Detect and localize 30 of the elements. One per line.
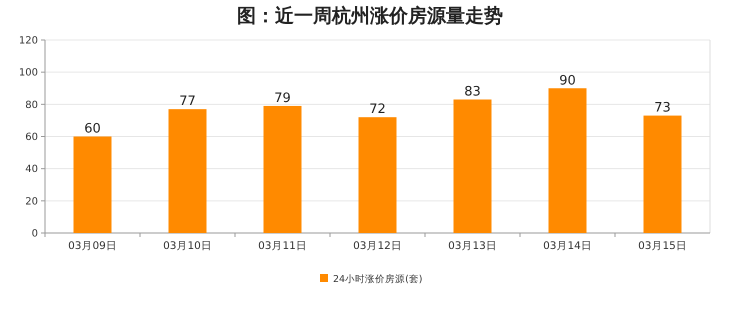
x-tick-label: 03月11日 — [258, 240, 307, 252]
y-tick-label: 0 — [32, 228, 38, 240]
data-label: 79 — [274, 90, 291, 106]
data-label: 60 — [84, 122, 101, 136]
chart-title: 图：近一周杭州涨价房源量走势 — [237, 5, 503, 27]
y-tick-label: 40 — [25, 164, 38, 176]
bar — [74, 136, 112, 233]
data-label: 77 — [179, 94, 196, 110]
x-tick-label: 03月15日 — [638, 240, 687, 252]
x-tick-label: 03月13日 — [448, 240, 497, 252]
x-tick-label: 03月10日 — [163, 240, 212, 252]
x-tick-label: 03月14日 — [543, 240, 592, 252]
x-tick-label: 03月12日 — [353, 240, 402, 252]
data-label: 73 — [654, 100, 671, 116]
y-tick-label: 80 — [25, 100, 38, 111]
bar — [454, 100, 492, 233]
bar — [264, 106, 302, 233]
data-label: 83 — [464, 84, 481, 100]
bar — [644, 116, 682, 233]
bar — [168, 109, 206, 233]
y-tick-label: 20 — [25, 196, 38, 208]
y-tick-label: 120 — [18, 36, 38, 46]
x-tick-label: 03月09日 — [68, 240, 117, 252]
data-label: 90 — [559, 73, 576, 88]
y-tick-label: 60 — [25, 132, 38, 143]
y-tick-label: 100 — [18, 68, 38, 79]
data-label: 72 — [369, 102, 386, 118]
legend-label: 24小时涨价房源(套) — [333, 273, 423, 285]
bar — [358, 117, 396, 233]
bar — [548, 88, 586, 233]
